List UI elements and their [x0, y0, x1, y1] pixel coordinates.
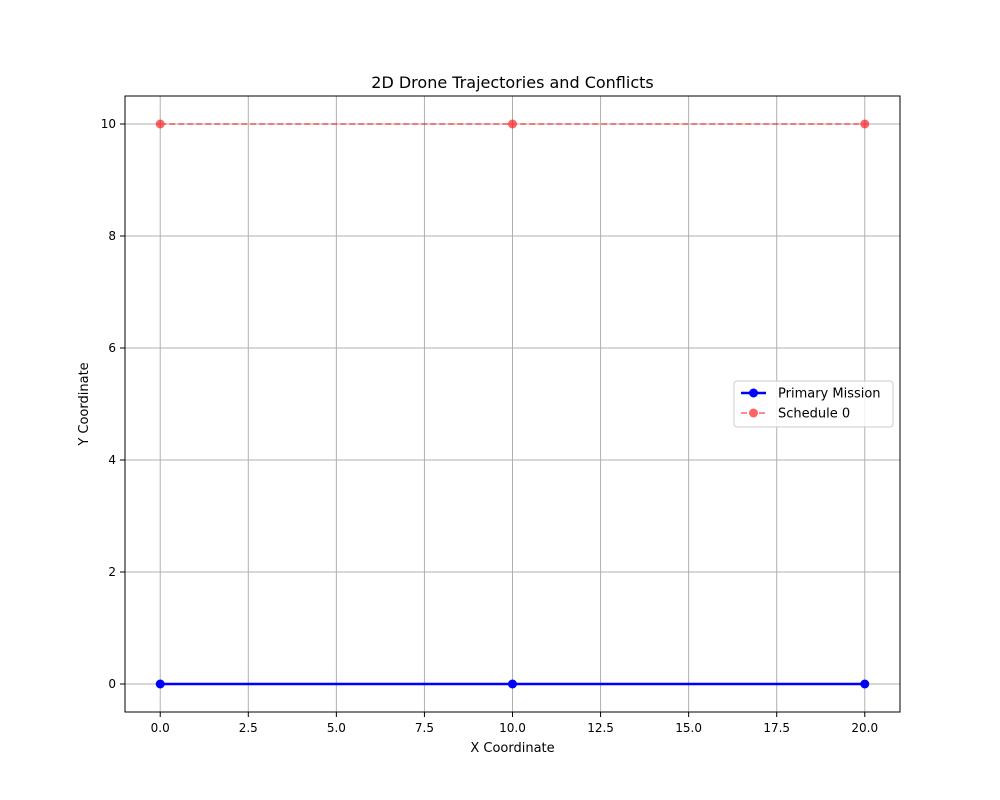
x-tick-label: 17.5 [763, 721, 790, 735]
x-tick-label: 5.0 [327, 721, 346, 735]
series-layer [155, 119, 870, 689]
legend: Primary Mission Schedule 0 [733, 380, 894, 428]
data-point [508, 679, 517, 689]
y-tick-label: 2 [108, 565, 116, 579]
y-tick-label: 4 [108, 453, 116, 467]
x-tick-label: 12.5 [587, 721, 614, 735]
legend-item-schedule-0: Schedule 0 [741, 407, 850, 422]
data-point [860, 679, 870, 689]
x-tick-label: 10.0 [499, 721, 526, 735]
series-schedule-0 [155, 119, 870, 129]
x-tick-label: 20.0 [851, 721, 878, 735]
x-axis: 0.0 2.5 5.0 7.5 10.0 12.5 15.0 17.5 20.0 [151, 712, 878, 735]
x-tick-label: 0.0 [151, 721, 170, 735]
legend-swatch-marker [749, 408, 758, 418]
data-point [155, 119, 165, 129]
chart-title: 2D Drone Trajectories and Conflicts [371, 73, 653, 92]
legend-item-primary-mission: Primary Mission [741, 387, 881, 402]
x-tick-label: 15.0 [675, 721, 702, 735]
y-axis: 0 2 4 6 8 10 [101, 117, 125, 691]
legend-swatch [741, 408, 766, 418]
y-tick-label: 0 [108, 677, 116, 691]
x-tick-label: 7.5 [415, 721, 434, 735]
legend-swatch-marker [749, 388, 758, 398]
y-axis-label: Y Coordinate [77, 362, 92, 446]
legend-box [733, 380, 894, 428]
x-tick-label: 2.5 [239, 721, 258, 735]
data-point [860, 119, 870, 129]
y-tick-label: 6 [108, 341, 116, 355]
legend-swatch [741, 388, 766, 398]
data-point [508, 119, 517, 129]
legend-label: Schedule 0 [778, 407, 850, 422]
series-primary-mission [155, 679, 870, 689]
x-axis-label: X Coordinate [470, 741, 554, 756]
legend-label: Primary Mission [778, 387, 881, 402]
y-tick-label: 8 [108, 229, 116, 243]
y-tick-label: 10 [101, 117, 116, 131]
data-point [155, 679, 165, 689]
